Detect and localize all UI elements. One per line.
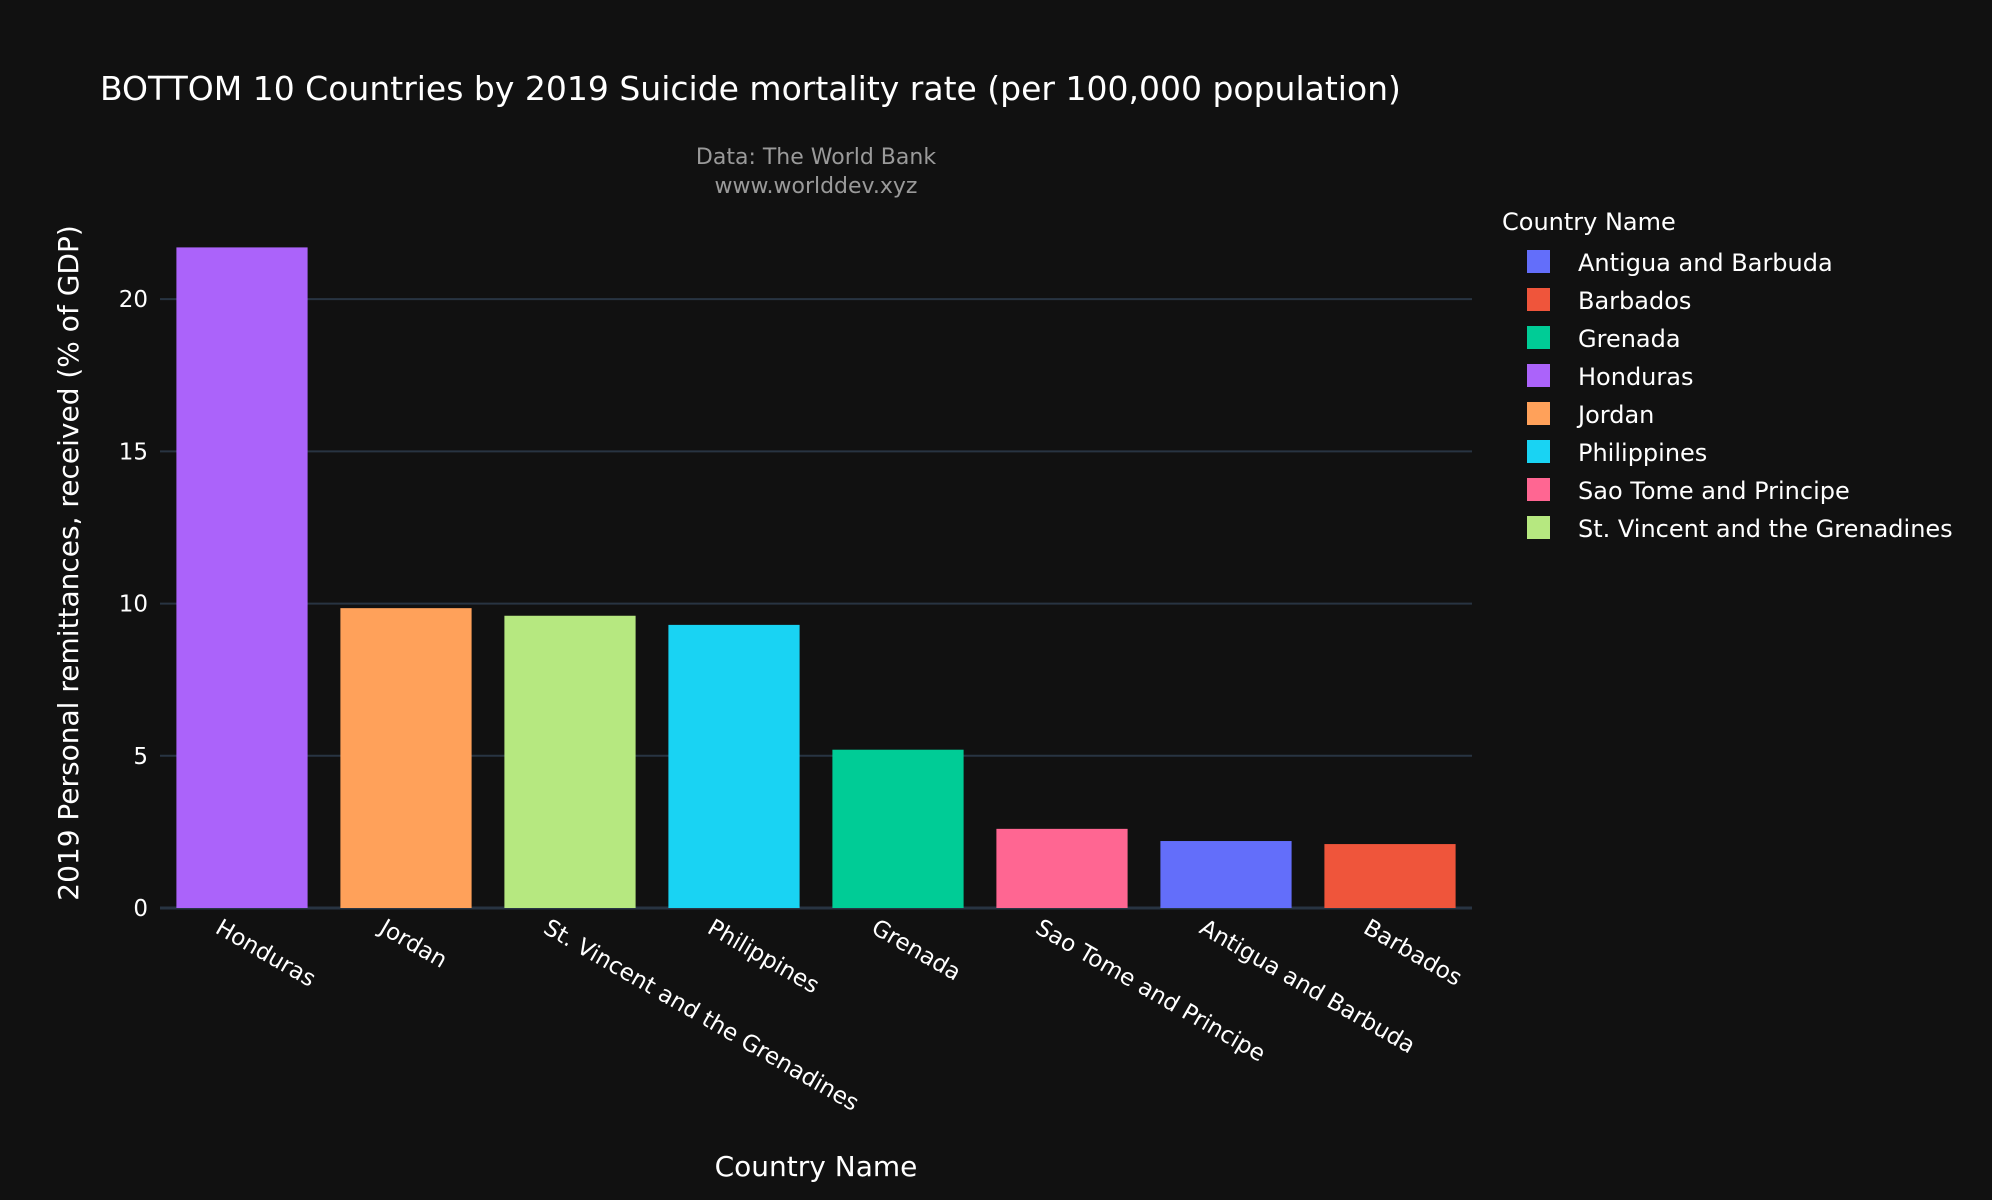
x-axis-ticks: Honduras Jordan St. Vincent and the Grenad… (211, 914, 1466, 1117)
x-tick-label: Philippines (703, 915, 823, 999)
bars (176, 247, 1456, 909)
bar[interactable] (832, 749, 964, 908)
legend-swatch[interactable] (1527, 478, 1550, 501)
bar[interactable] (1324, 844, 1456, 908)
legend-swatch[interactable] (1527, 440, 1550, 463)
chart-subtitle-line-2: www.worlddev.xyz (715, 174, 918, 199)
legend-item-label[interactable]: St. Vincent and the Grenadines (1578, 515, 1953, 543)
y-tick-label: 20 (119, 287, 148, 313)
y-tick-label: 15 (119, 439, 148, 465)
bar[interactable] (340, 608, 472, 908)
legend-swatch[interactable] (1527, 326, 1550, 349)
y-tick-label: 5 (133, 744, 148, 770)
bar[interactable] (504, 615, 636, 908)
legend-item-label[interactable]: Jordan (1576, 401, 1654, 429)
bar[interactable] (176, 247, 308, 909)
legend-title: Country Name (1502, 208, 1676, 236)
legend-item-label[interactable]: Honduras (1578, 363, 1693, 391)
x-tick-label: St. Vincent and the Grenadines (539, 915, 863, 1117)
x-tick-label: Honduras (211, 915, 320, 993)
legend-item-label[interactable]: Barbados (1578, 287, 1691, 315)
legend-swatch[interactable] (1527, 250, 1550, 273)
legend: Country Name Antigua and Barbuda Barbados… (1502, 208, 1953, 543)
legend-swatch[interactable] (1527, 402, 1550, 425)
legend-swatch[interactable] (1527, 516, 1550, 539)
bar[interactable] (996, 828, 1128, 908)
legend-item-label[interactable]: Antigua and Barbuda (1578, 249, 1833, 277)
bar[interactable] (1160, 841, 1292, 908)
chart-subtitle-line-1: Data: The World Bank (696, 145, 936, 170)
legend-swatch[interactable] (1527, 288, 1550, 311)
y-tick-label: 0 (133, 896, 148, 922)
y-tick-label: 10 (119, 592, 148, 618)
x-tick-label: Barbados (1359, 915, 1466, 992)
x-tick-label: Grenada (867, 915, 965, 987)
x-tick-label: Jordan (373, 914, 451, 974)
legend-item-label[interactable]: Grenada (1578, 325, 1681, 353)
y-axis-title: 2019 Personal remittances, received (% o… (52, 225, 85, 901)
bar[interactable] (668, 624, 800, 908)
legend-item-label[interactable]: Sao Tome and Principe (1578, 477, 1850, 505)
legend-item-label[interactable]: Philippines (1578, 439, 1707, 467)
y-axis-ticks: 0 5 10 15 20 (119, 287, 148, 922)
legend-swatch[interactable] (1527, 364, 1550, 387)
x-axis-title: Country Name (715, 1150, 918, 1183)
chart-title: BOTTOM 10 Countries by 2019 Suicide mort… (100, 69, 1401, 108)
